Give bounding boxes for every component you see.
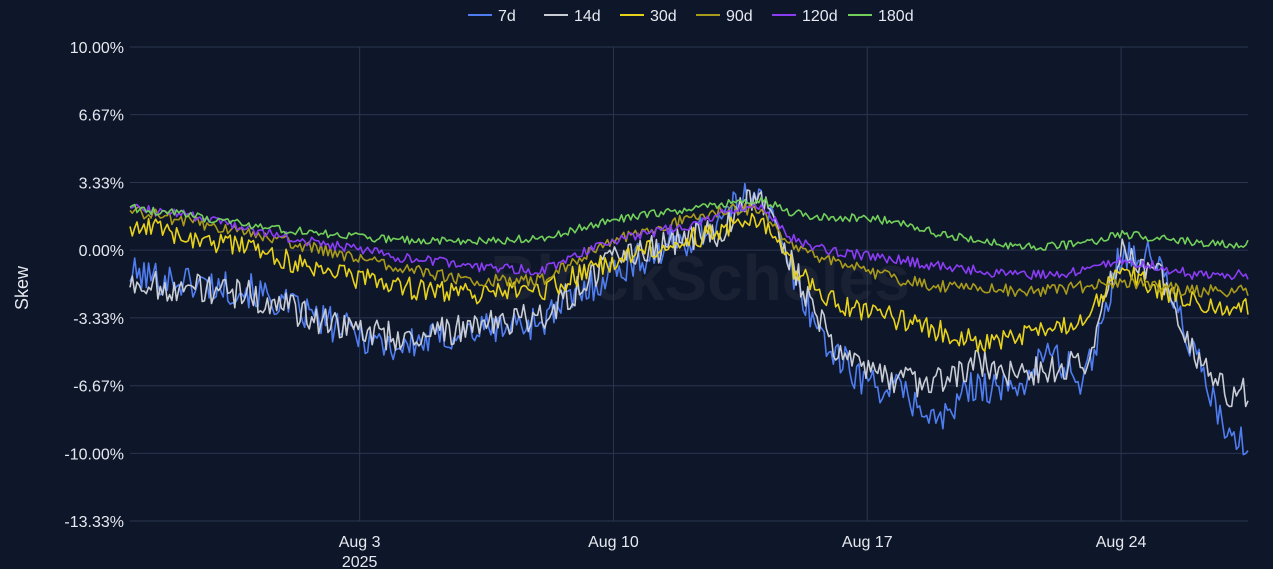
legend-label: 180d (878, 8, 914, 25)
y-axis-title: Skew (12, 265, 32, 310)
legend-item-7d[interactable]: 7d (468, 8, 516, 25)
x-tick-year-label: 2025 (342, 554, 378, 569)
series-line-180d (129, 196, 1249, 251)
x-tick-label: Aug 24 (1096, 534, 1147, 551)
y-tick-label: -6.67% (73, 379, 124, 396)
y-tick-label: -10.00% (64, 446, 124, 463)
legend-item-120d[interactable]: 120d (772, 8, 838, 25)
y-tick-label: 10.00% (70, 40, 124, 57)
x-tick-label: Aug 17 (842, 534, 893, 551)
legend-label: 30d (650, 8, 677, 25)
gridlines (130, 46, 1248, 522)
legend[interactable]: 7d 14d 30d 90d 120d 180d (468, 8, 914, 25)
y-axis-ticks: 10.00% 6.67% 3.33% 0.00% -3.33% -6.67% -10.00%… (64, 40, 124, 531)
legend-label: 90d (726, 8, 753, 25)
y-tick-label: 6.67% (79, 108, 124, 125)
y-tick-label: -13.33% (64, 514, 124, 531)
series-line-30d (129, 212, 1249, 353)
y-tick-label: 0.00% (79, 243, 124, 260)
legend-item-14d[interactable]: 14d (544, 8, 601, 25)
y-tick-label: 3.33% (79, 176, 124, 193)
legend-item-30d[interactable]: 30d (620, 8, 677, 25)
series-line-120d (130, 201, 1249, 281)
legend-item-180d[interactable]: 180d (848, 8, 914, 25)
y-tick-label: -3.33% (73, 311, 124, 328)
legend-item-90d[interactable]: 90d (696, 8, 753, 25)
legend-label: 7d (498, 8, 516, 25)
series-lines (129, 182, 1249, 456)
x-axis-ticks: Aug 3 2025 Aug 10 Aug 17 Aug 24 (339, 534, 1147, 569)
x-tick-label: Aug 10 (588, 534, 639, 551)
series-line-90d (129, 203, 1249, 298)
legend-label: 14d (574, 8, 601, 25)
x-tick-label: Aug 3 (339, 534, 381, 551)
watermark: BlockScholes (490, 242, 910, 314)
legend-label: 120d (802, 8, 838, 25)
